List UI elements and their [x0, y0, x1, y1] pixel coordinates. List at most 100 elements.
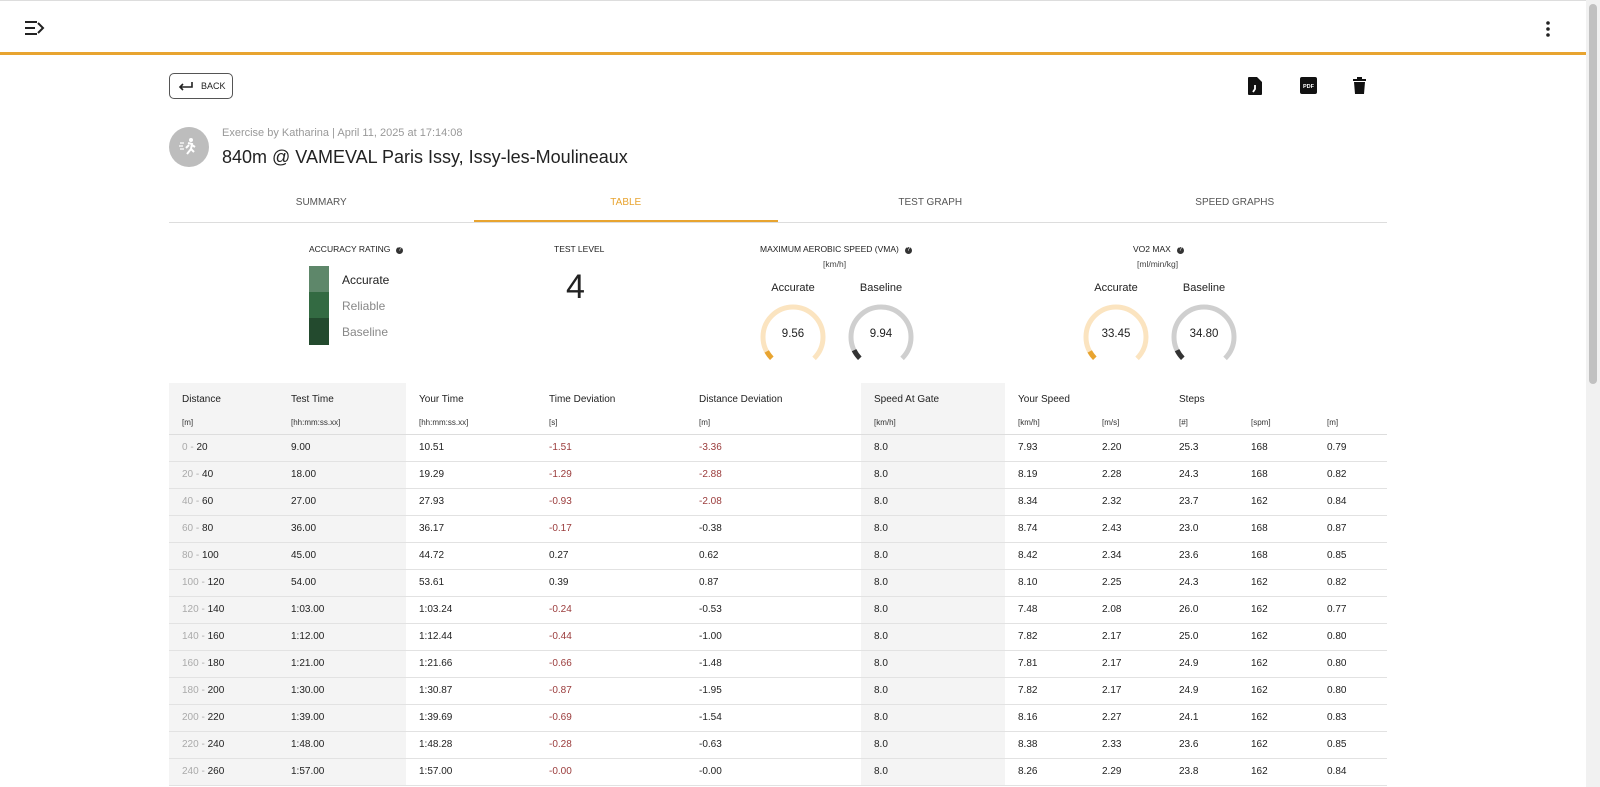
table-cell: 8.0: [861, 569, 1005, 597]
table-cell: 162: [1238, 704, 1314, 732]
scrollbar-thumb[interactable]: [1589, 4, 1597, 384]
gauge-value: 33.45: [1101, 328, 1131, 340]
column-header: Your Speed: [1018, 393, 1070, 405]
distance-cell: 240 - 260: [169, 758, 278, 786]
table-cell: 162: [1238, 623, 1314, 651]
table-cell: 0.80: [1314, 677, 1387, 705]
table-row: 200 - 220 1:39.00 1:39.69 -0.69 -1.54 8.0 8.16…: [169, 704, 1387, 732]
table-row: 40 - 60 27.00 27.93 -0.93 -2.08 8.0 8.34 2.32 23…: [169, 488, 1387, 516]
distance-cell: 220 - 240: [169, 731, 278, 759]
distance-to: 100: [202, 550, 219, 561]
accuracy-swatch-reliable: [309, 292, 329, 318]
tab-test-graph[interactable]: TEST GRAPH: [898, 197, 963, 208]
table-cell: 8.16: [1005, 704, 1089, 732]
table-cell: 0.27: [536, 542, 686, 570]
gauge-fill: [760, 304, 826, 370]
vma-baseline-gauge: 9.94: [846, 302, 916, 372]
distance-to: 20: [196, 442, 208, 453]
gauge-fill: [1171, 304, 1237, 370]
exercise-meta: Exercise by Katharina | April 11, 2025 a…: [222, 127, 463, 139]
column-unit: [s]: [536, 411, 686, 435]
column-unit: [spm]: [1238, 411, 1314, 435]
table-cell: 8.38: [1005, 731, 1089, 759]
table-cell: -0.69: [536, 704, 686, 732]
table-cell: 1:21.00: [278, 650, 406, 678]
table-cell: 8.0: [861, 542, 1005, 570]
table-cell: -0.28: [536, 731, 686, 759]
table-cell: 44.72: [406, 542, 536, 570]
menu-arrow-icon[interactable]: [24, 18, 46, 38]
table-cell: 23.8: [1166, 758, 1238, 786]
column-header: Time Deviation: [549, 393, 616, 405]
table-cell: 0.85: [1314, 731, 1387, 759]
gauge-arc: [1171, 304, 1237, 370]
table-cell: 8.0: [861, 596, 1005, 624]
table-cell: -0.00: [686, 758, 861, 786]
table-cell: -0.63: [686, 731, 861, 759]
trash-icon[interactable]: [1353, 77, 1369, 95]
column-unit: [km/h]: [1005, 411, 1089, 435]
table-cell: 0.79: [1314, 434, 1387, 462]
test-level-value: 4: [566, 268, 585, 306]
more-vert-icon[interactable]: [1544, 19, 1552, 39]
table-row: 160 - 180 1:21.00 1:21.66 -0.66 -1.48 8.0 7.81…: [169, 650, 1387, 678]
table-cell: 23.0: [1166, 515, 1238, 543]
table-cell: 8.0: [861, 731, 1005, 759]
table-cell: 8.0: [861, 623, 1005, 651]
table-cell: 0.87: [686, 569, 861, 597]
distance-from: 80: [182, 550, 194, 561]
table-cell: 27.93: [406, 488, 536, 516]
table-row: 220 - 240 1:48.00 1:48.28 -0.28 -0.63 8.0 8.38…: [169, 731, 1387, 759]
table-cell: 25.3: [1166, 434, 1238, 462]
distance-from: 240: [182, 766, 199, 777]
table-cell: 1:57.00: [406, 758, 536, 786]
table-cell: 1:48.28: [406, 731, 536, 759]
distance-to: 240: [207, 739, 225, 750]
back-button[interactable]: BACK: [169, 73, 233, 99]
page-scrollbar[interactable]: [1586, 0, 1600, 787]
table-cell: 2.32: [1089, 488, 1166, 516]
table-cell: 23.6: [1166, 731, 1238, 759]
help-icon[interactable]: ?: [396, 247, 404, 254]
column-unit: [hh:mm:ss.xx]: [278, 411, 406, 435]
file-export-icon[interactable]: [1248, 77, 1264, 95]
table-cell: 25.0: [1166, 623, 1238, 651]
gauge-fill: [848, 304, 914, 370]
column-header: Distance: [169, 383, 278, 411]
distance-from: 20: [182, 469, 194, 480]
table-cell: 8.42: [1005, 542, 1089, 570]
table-cell: 2.29: [1089, 758, 1166, 786]
tab-table[interactable]: TABLE: [473, 186, 778, 222]
table-cell: 162: [1238, 488, 1314, 516]
table-row: 240 - 260 1:57.00 1:57.00 -0.00 -0.00 8.0 8.26…: [169, 758, 1387, 786]
vma-unit: [km/h]: [823, 259, 847, 269]
distance-cell: 0 - 20: [169, 434, 278, 462]
distance-from: 180: [182, 685, 199, 696]
pdf-icon-text: PDF: [1303, 84, 1315, 90]
gauge-arc: [760, 304, 826, 370]
distance-to: 80: [202, 523, 214, 534]
table-cell: -0.93: [536, 488, 686, 516]
tab-summary[interactable]: SUMMARY: [295, 197, 347, 208]
table-cell: -0.44: [536, 623, 686, 651]
table-cell: 168: [1238, 434, 1314, 462]
table-cell: 53.61: [406, 569, 536, 597]
table-cell: 10.51: [406, 434, 536, 462]
table-cell: 8.74: [1005, 515, 1089, 543]
table-cell: 168: [1238, 461, 1314, 489]
help-icon[interactable]: ?: [1176, 247, 1184, 254]
table-cell: 0.80: [1314, 623, 1387, 651]
table-row: 20 - 40 18.00 19.29 -1.29 -2.88 8.0 8.19 2.28 24…: [169, 461, 1387, 489]
pdf-icon[interactable]: PDF: [1300, 77, 1317, 95]
accuracy-label-reliable: Reliable: [342, 299, 386, 313]
table-cell: 24.9: [1166, 677, 1238, 705]
table-cell: 8.0: [861, 650, 1005, 678]
tab-speed-graphs[interactable]: SPEED GRAPHS: [1195, 197, 1275, 208]
table-cell: 8.0: [861, 515, 1005, 543]
column-header: Steps: [1179, 393, 1205, 405]
vo2-baseline-gauge: 34.80: [1169, 302, 1239, 372]
table-cell: 1:03.00: [278, 596, 406, 624]
table-cell: -1.54: [686, 704, 861, 732]
help-icon[interactable]: ?: [904, 247, 912, 254]
table-cell: 27.00: [278, 488, 406, 516]
